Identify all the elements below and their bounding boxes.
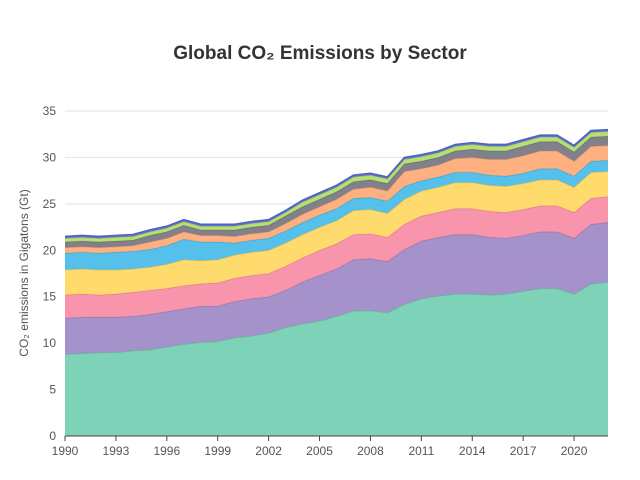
area-series-1 xyxy=(65,281,608,436)
y-tick-label: 20 xyxy=(43,243,57,257)
area-series-2 xyxy=(65,222,608,355)
area-series-group xyxy=(64,128,609,436)
x-tick-label: 2014 xyxy=(459,444,486,458)
x-tick-label: 2017 xyxy=(510,444,537,458)
chart-title: Global CO₂ Emissions by Sector xyxy=(173,43,467,64)
y-tick-label: 0 xyxy=(49,429,56,443)
y-tick-label: 5 xyxy=(49,383,56,397)
axes: 0 5 10 15 20 25 30 35 1990 1993 1996 1999 2002 2005 20… xyxy=(43,104,608,458)
x-tick-label: 1990 xyxy=(52,444,79,458)
x-tick-label: 1993 xyxy=(103,444,130,458)
area-series-4 xyxy=(65,171,608,295)
x-tick-label: 2005 xyxy=(306,444,333,458)
area-series-3 xyxy=(65,196,608,319)
x-tick-label: 1996 xyxy=(153,444,180,458)
y-axis-label: CO₂ emissions in Gigatons (Gt) xyxy=(17,189,31,356)
x-tick-label: 2020 xyxy=(561,444,588,458)
y-tick-label: 10 xyxy=(43,336,57,350)
x-tick-label: 1999 xyxy=(204,444,231,458)
y-tick-label: 25 xyxy=(43,197,57,211)
x-tick-label: 2011 xyxy=(408,444,434,458)
y-tick-label: 15 xyxy=(43,290,57,304)
area-series-9-line xyxy=(64,128,609,238)
x-tick-label: 2002 xyxy=(255,444,282,458)
y-tick-label: 30 xyxy=(43,150,57,164)
y-tick-label: 35 xyxy=(43,104,57,118)
x-tick-label: 2008 xyxy=(357,444,384,458)
area-series-7-line xyxy=(64,135,609,243)
area-series-7 xyxy=(65,136,608,248)
